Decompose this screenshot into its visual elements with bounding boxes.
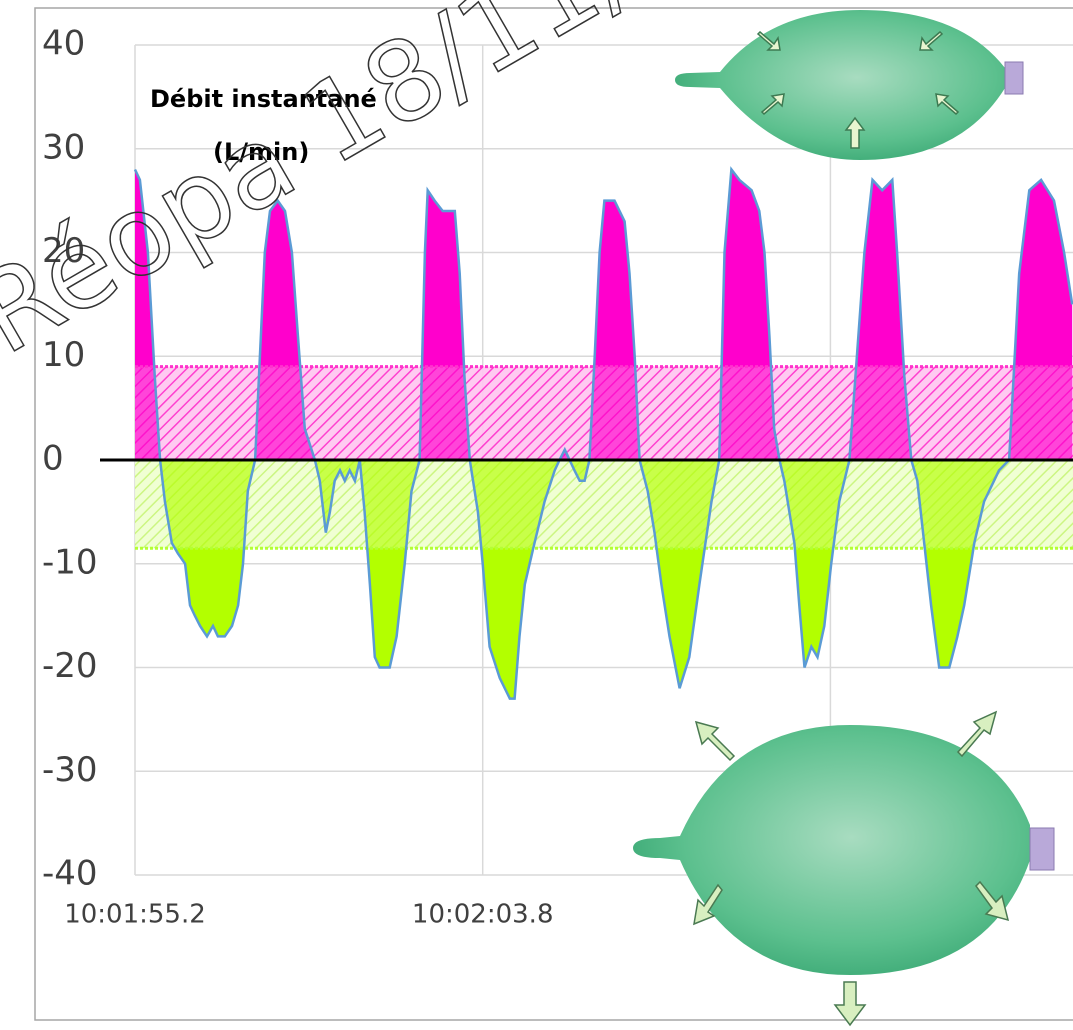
y-tick-label: 0 <box>42 439 64 479</box>
y-tick-label: 30 <box>42 127 85 167</box>
y-tick-label: -40 <box>42 854 98 894</box>
chart: -40-30-20-1001020304010:01:55.210:02:03.… <box>0 0 1073 1030</box>
band-overlay <box>135 460 1073 548</box>
x-tick-label: 10:01:55.2 <box>64 900 206 930</box>
y-tick-label: -30 <box>42 750 98 790</box>
y-tick-label: -20 <box>42 646 98 686</box>
page: {"chart_data": {"type": "area-line", "an… <box>0 0 1073 1030</box>
band-overlay <box>135 367 1073 460</box>
y-tick-label: 40 <box>42 24 85 64</box>
x-tick-label: 10:02:03.8 <box>412 900 554 930</box>
y-tick-label: -10 <box>42 542 98 582</box>
